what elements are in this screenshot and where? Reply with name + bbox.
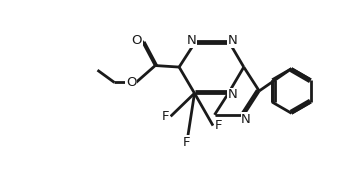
Text: N: N xyxy=(228,34,238,47)
Text: N: N xyxy=(228,88,238,101)
Text: F: F xyxy=(182,136,190,149)
Text: O: O xyxy=(126,76,137,89)
Text: O: O xyxy=(132,34,142,47)
Text: F: F xyxy=(161,110,169,123)
Text: N: N xyxy=(187,34,196,47)
Text: N: N xyxy=(241,113,251,126)
Text: F: F xyxy=(215,119,222,132)
